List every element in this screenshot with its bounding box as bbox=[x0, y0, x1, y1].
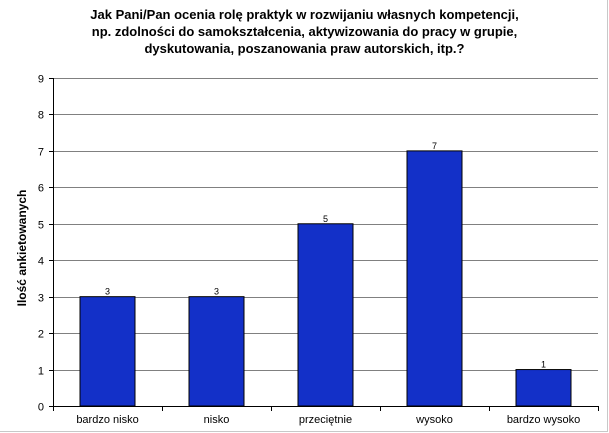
y-tick-label: 0 bbox=[38, 402, 44, 414]
x-category-label: przeciętnie bbox=[299, 414, 352, 426]
chart-title-line-3: dyskutowania, poszanowania praw autorski… bbox=[144, 41, 465, 56]
x-category-label: bardzo wysoko bbox=[507, 414, 580, 426]
chart-title: Jak Pani/Pan ocenia rolę praktyk w rozwi… bbox=[0, 6, 609, 57]
y-axis-label: Ilość ankietowanych bbox=[15, 190, 29, 307]
x-category-label: wysoko bbox=[415, 414, 453, 426]
y-tick-label: 8 bbox=[38, 110, 44, 122]
bar-value-label: 5 bbox=[323, 214, 328, 224]
x-category-label: nisko bbox=[204, 414, 230, 426]
y-tick-label: 4 bbox=[38, 256, 44, 268]
bars bbox=[79, 150, 572, 407]
bar-nisko bbox=[188, 296, 245, 407]
y-tick-label: 2 bbox=[38, 329, 44, 341]
bar-przeciętnie bbox=[297, 223, 354, 407]
x-category-label: bardzo nisko bbox=[76, 414, 138, 426]
chart-title-line-1: Jak Pani/Pan ocenia rolę praktyk w rozwi… bbox=[90, 7, 519, 22]
bar-value-label: 3 bbox=[214, 287, 219, 297]
bar-value-label: 7 bbox=[432, 141, 437, 151]
y-tick-label: 5 bbox=[38, 220, 44, 232]
chart-title-line-2: np. zdolności do samokształcenia, aktywi… bbox=[91, 24, 518, 39]
bar-bardzo-wysoko bbox=[515, 369, 572, 407]
y-tick-label: 3 bbox=[38, 293, 44, 305]
y-tick-label: 9 bbox=[38, 74, 44, 86]
labels: 0 1 2 3 4 5 6 7 8 9 3 bardzo nisko 3 nisko 5 przeciętni… bbox=[38, 74, 580, 427]
bar-wysoko bbox=[406, 150, 463, 407]
bar-bardzo-nisko bbox=[79, 296, 136, 407]
y-tick-label: 7 bbox=[38, 147, 44, 159]
y-tick-label: 6 bbox=[38, 183, 44, 195]
y-tick-label: 1 bbox=[38, 366, 44, 378]
bar-value-label: 1 bbox=[541, 360, 546, 370]
bar-value-label: 3 bbox=[105, 287, 110, 297]
